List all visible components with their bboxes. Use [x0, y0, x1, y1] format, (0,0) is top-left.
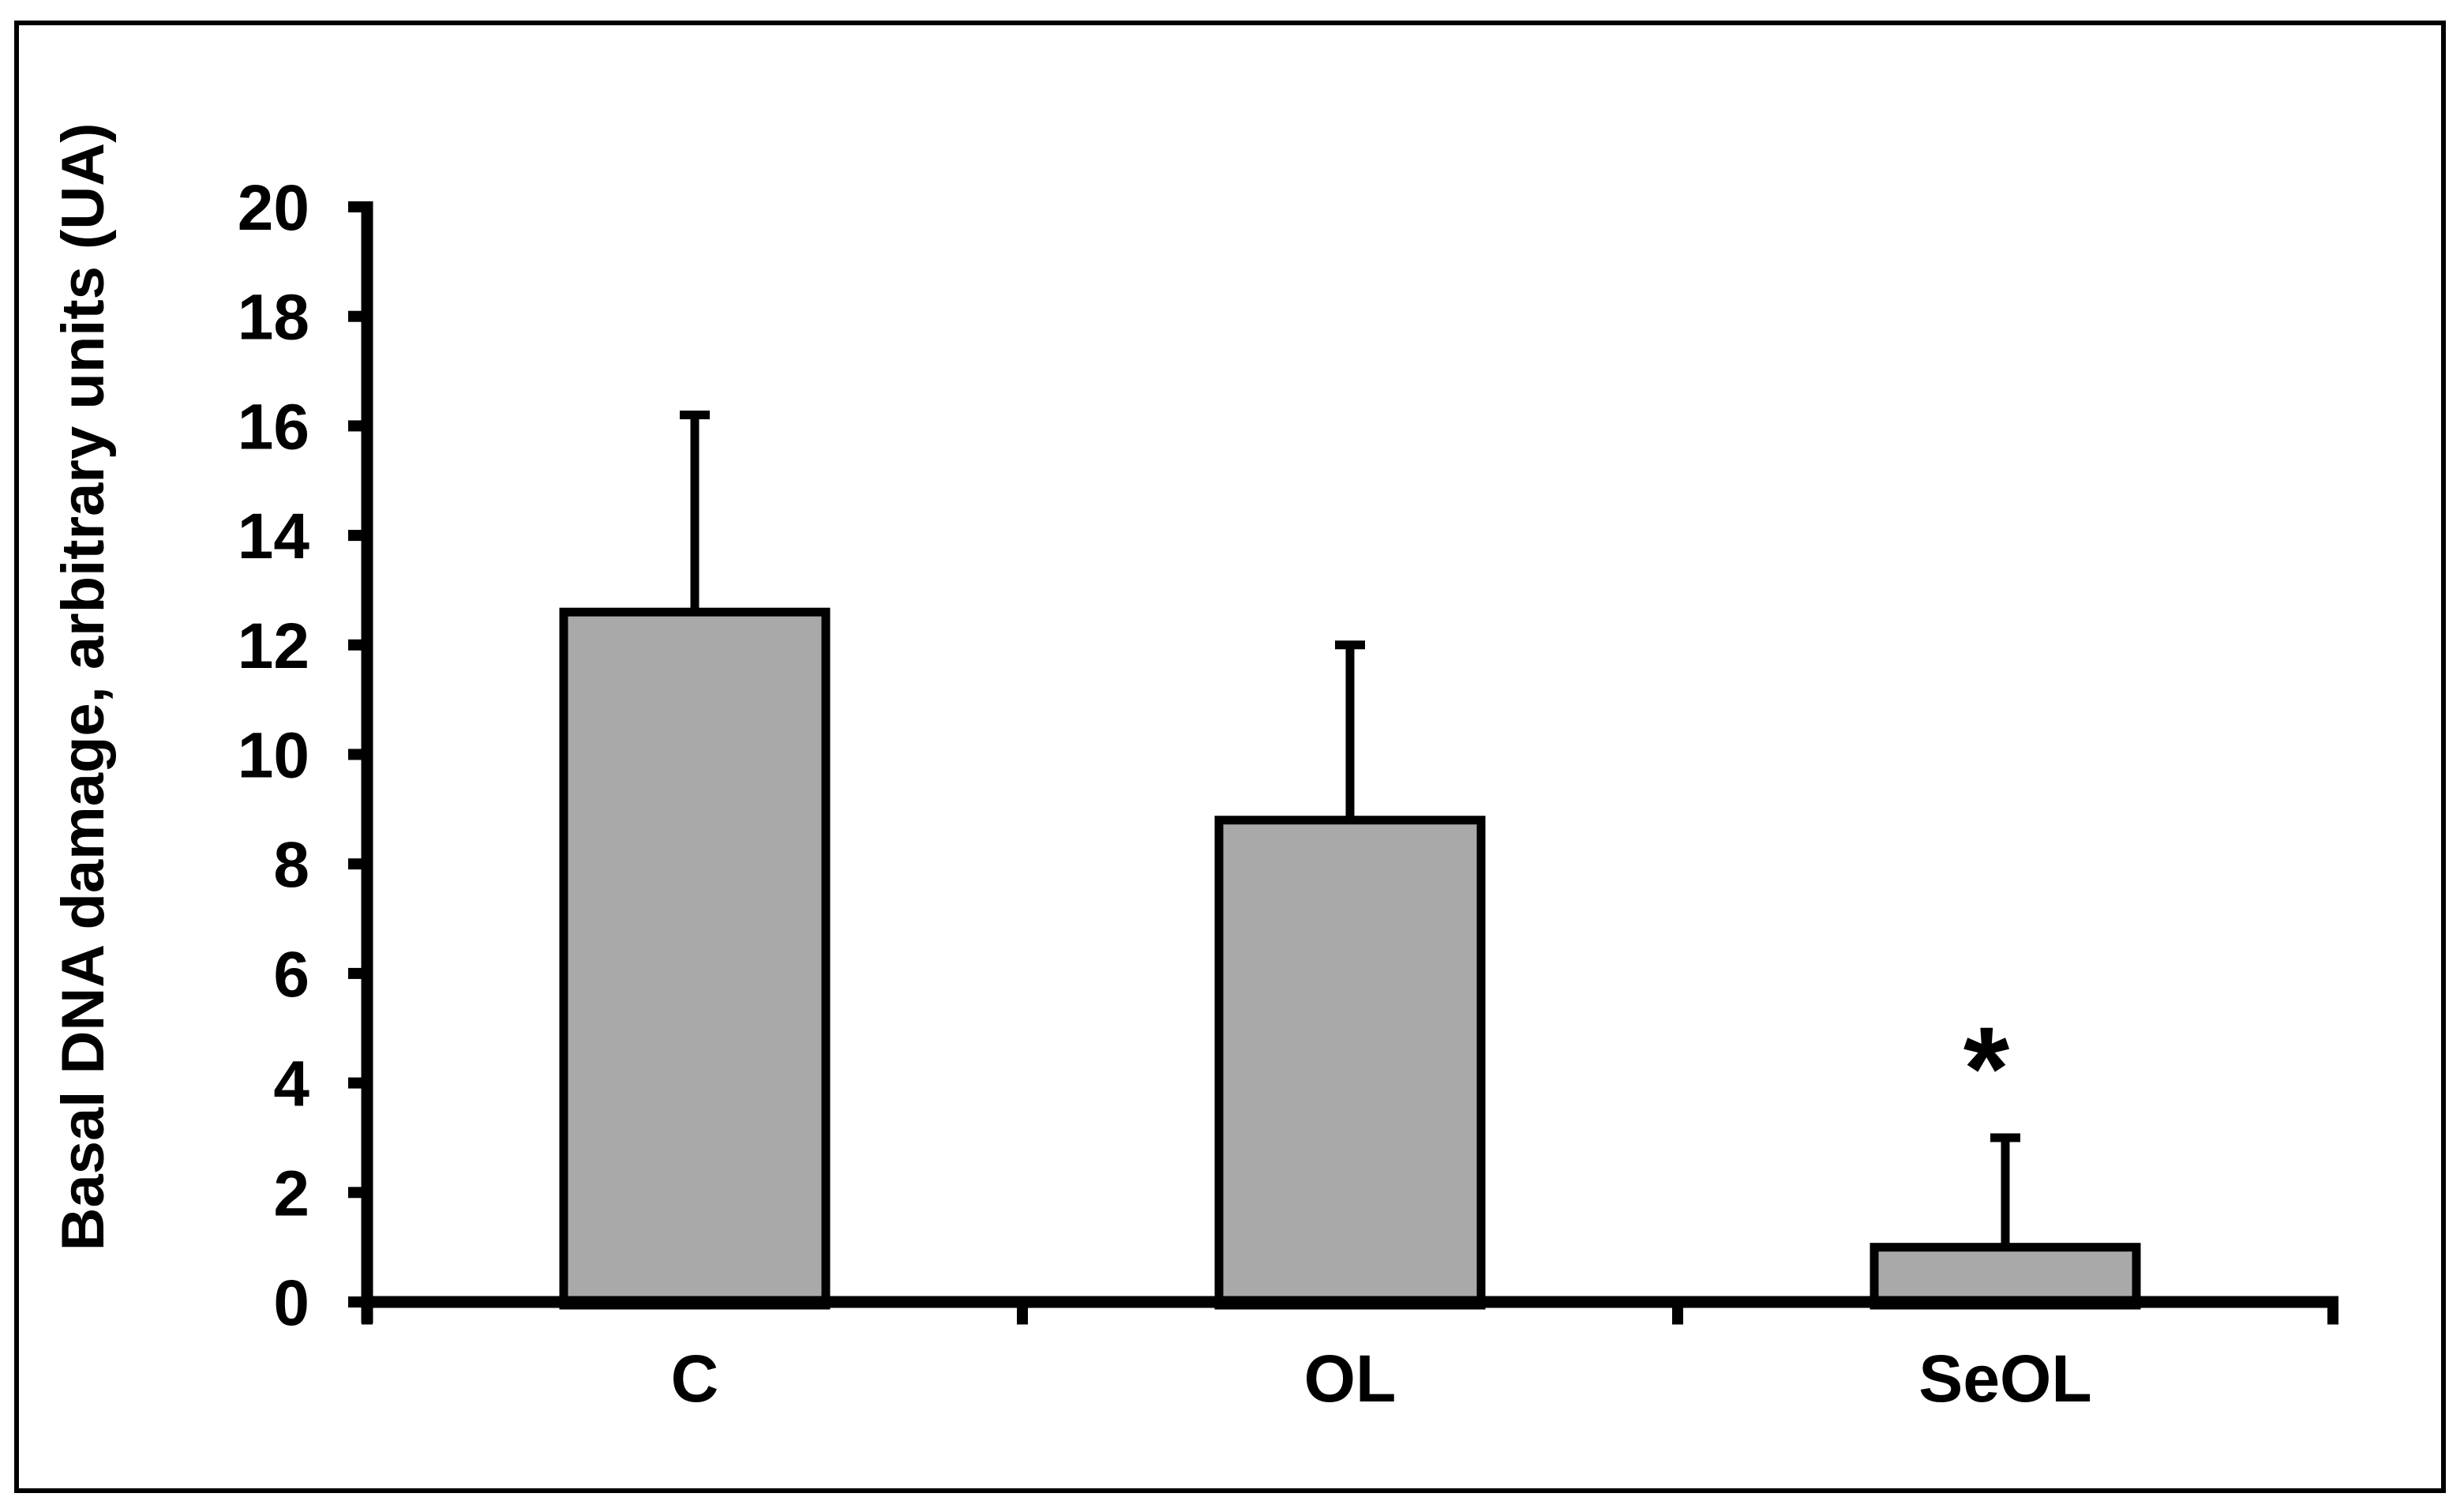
y-axis-tick [348, 967, 373, 979]
y-tick-label: 8 [273, 829, 309, 901]
y-axis-tick [348, 639, 373, 651]
x-category-label: OL [1304, 1341, 1397, 1416]
y-axis-tick [348, 310, 373, 322]
x-axis-tick [2327, 1296, 2338, 1325]
y-tick-label: 6 [273, 939, 309, 1011]
y-axis-tick [348, 1187, 373, 1199]
y-tick-label: 20 [238, 172, 309, 244]
y-axis-tick [348, 1077, 373, 1089]
error-bar-OL [1345, 644, 1355, 820]
error-bar-SeOL [2001, 1137, 2010, 1247]
y-tick-label: 16 [238, 391, 309, 463]
y-tick-label: 2 [273, 1157, 309, 1229]
x-category-label: C [671, 1341, 719, 1416]
y-tick-label: 10 [238, 720, 309, 792]
y-axis-title: Basal DNA damage, arbitrary units (UA) [50, 123, 117, 1251]
y-axis-tick [348, 530, 373, 542]
x-axis-tick [1672, 1296, 1683, 1325]
x-axis-tick [1017, 1296, 1028, 1325]
y-tick-label: 4 [273, 1049, 309, 1120]
chart-generated-content: 0 2 4 6 8 10 12 14 16 18 20 C OL SeOL * [238, 172, 2338, 1416]
y-axis-tick [348, 201, 373, 212]
y-axis-tick [348, 420, 373, 432]
x-axis-line [361, 1296, 2338, 1308]
y-tick-label: 18 [238, 282, 309, 354]
y-axis-tick [348, 1296, 373, 1308]
y-tick-label: 14 [238, 501, 310, 572]
bar-OL [1214, 816, 1486, 1310]
error-cap-SeOL [1990, 1133, 2020, 1142]
bar-C [559, 607, 831, 1310]
y-tick-label: 0 [273, 1267, 309, 1339]
y-axis-tick [348, 748, 373, 760]
significance-asterisk: * [1963, 1002, 2010, 1135]
error-cap-C [680, 411, 710, 420]
y-axis-line [361, 201, 373, 1323]
x-category-label: SeOL [1918, 1341, 2091, 1416]
error-bar-C [690, 415, 699, 613]
y-axis-tick [348, 858, 373, 870]
y-tick-label: 12 [238, 610, 309, 682]
error-cap-OL [1335, 640, 1365, 650]
